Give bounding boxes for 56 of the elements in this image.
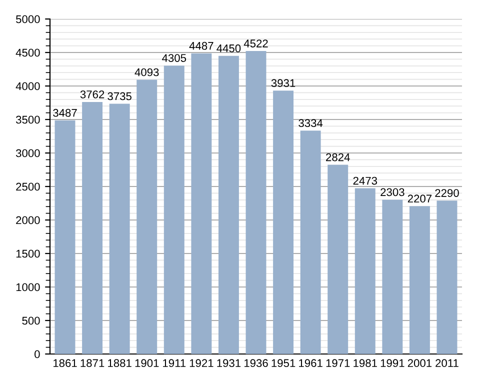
x-tick-label: 1911 — [163, 359, 186, 368]
y-tick-label: 1500 — [16, 250, 40, 258]
bar — [382, 200, 403, 354]
y-tick-label: 0 — [34, 350, 40, 358]
y-tick-label: 2500 — [16, 182, 40, 191]
x-tick-label: 1981 — [354, 359, 377, 368]
data-label: 2290 — [435, 189, 459, 197]
x-tick-label: 1951 — [272, 359, 296, 368]
data-label: 3334 — [298, 119, 323, 128]
bar — [273, 90, 294, 354]
x-tick-label: 1861 — [53, 359, 77, 368]
y-tick-label: 3000 — [16, 149, 40, 158]
data-label: 3487 — [53, 108, 77, 117]
x-tick-label: 1921 — [190, 359, 214, 368]
bar — [436, 200, 458, 354]
x-tick-label: 1961 — [299, 359, 322, 368]
data-label: 3735 — [108, 92, 132, 100]
bar — [409, 206, 430, 354]
bar — [54, 120, 76, 354]
y-tick-label: 5000 — [16, 15, 40, 24]
x-tick-label: 1871 — [80, 359, 104, 368]
data-label: 3762 — [80, 90, 104, 98]
y-tick-label: 2000 — [16, 216, 40, 224]
bar — [109, 104, 130, 354]
y-tick-label: 4000 — [16, 82, 40, 90]
bar — [82, 102, 103, 354]
bar — [136, 80, 158, 354]
y-tick-label: 4500 — [16, 48, 40, 57]
x-tick-label: 2011 — [436, 359, 458, 368]
bar — [218, 56, 239, 354]
data-label: 4305 — [162, 54, 186, 62]
x-tick-label: 1991 — [380, 359, 404, 368]
bar — [246, 51, 266, 354]
data-label: 4093 — [134, 68, 159, 76]
bar — [328, 164, 348, 354]
y-tick-label: 500 — [22, 316, 40, 325]
data-label: 2824 — [326, 153, 350, 162]
data-label: 2303 — [380, 188, 404, 196]
data-label: 2473 — [353, 176, 378, 185]
bar — [191, 53, 212, 354]
y-tick-label: 3500 — [16, 116, 40, 124]
x-tick-label: 1971 — [326, 359, 350, 368]
bar — [354, 188, 376, 354]
x-tick-label: 1881 — [108, 359, 132, 368]
x-tick-label: 1931 — [217, 359, 241, 368]
x-tick-label: 1901 — [135, 359, 159, 368]
data-label: 4522 — [244, 40, 268, 48]
bar — [164, 66, 184, 354]
y-tick-label: 1000 — [16, 283, 40, 292]
data-label: 2207 — [408, 194, 432, 203]
data-label: 3931 — [271, 79, 296, 88]
data-label: 4487 — [189, 42, 214, 50]
data-label: 4450 — [216, 44, 241, 52]
bar — [300, 130, 321, 354]
x-tick-label: 2001 — [408, 359, 432, 368]
x-tick-label: 1936 — [244, 359, 268, 368]
